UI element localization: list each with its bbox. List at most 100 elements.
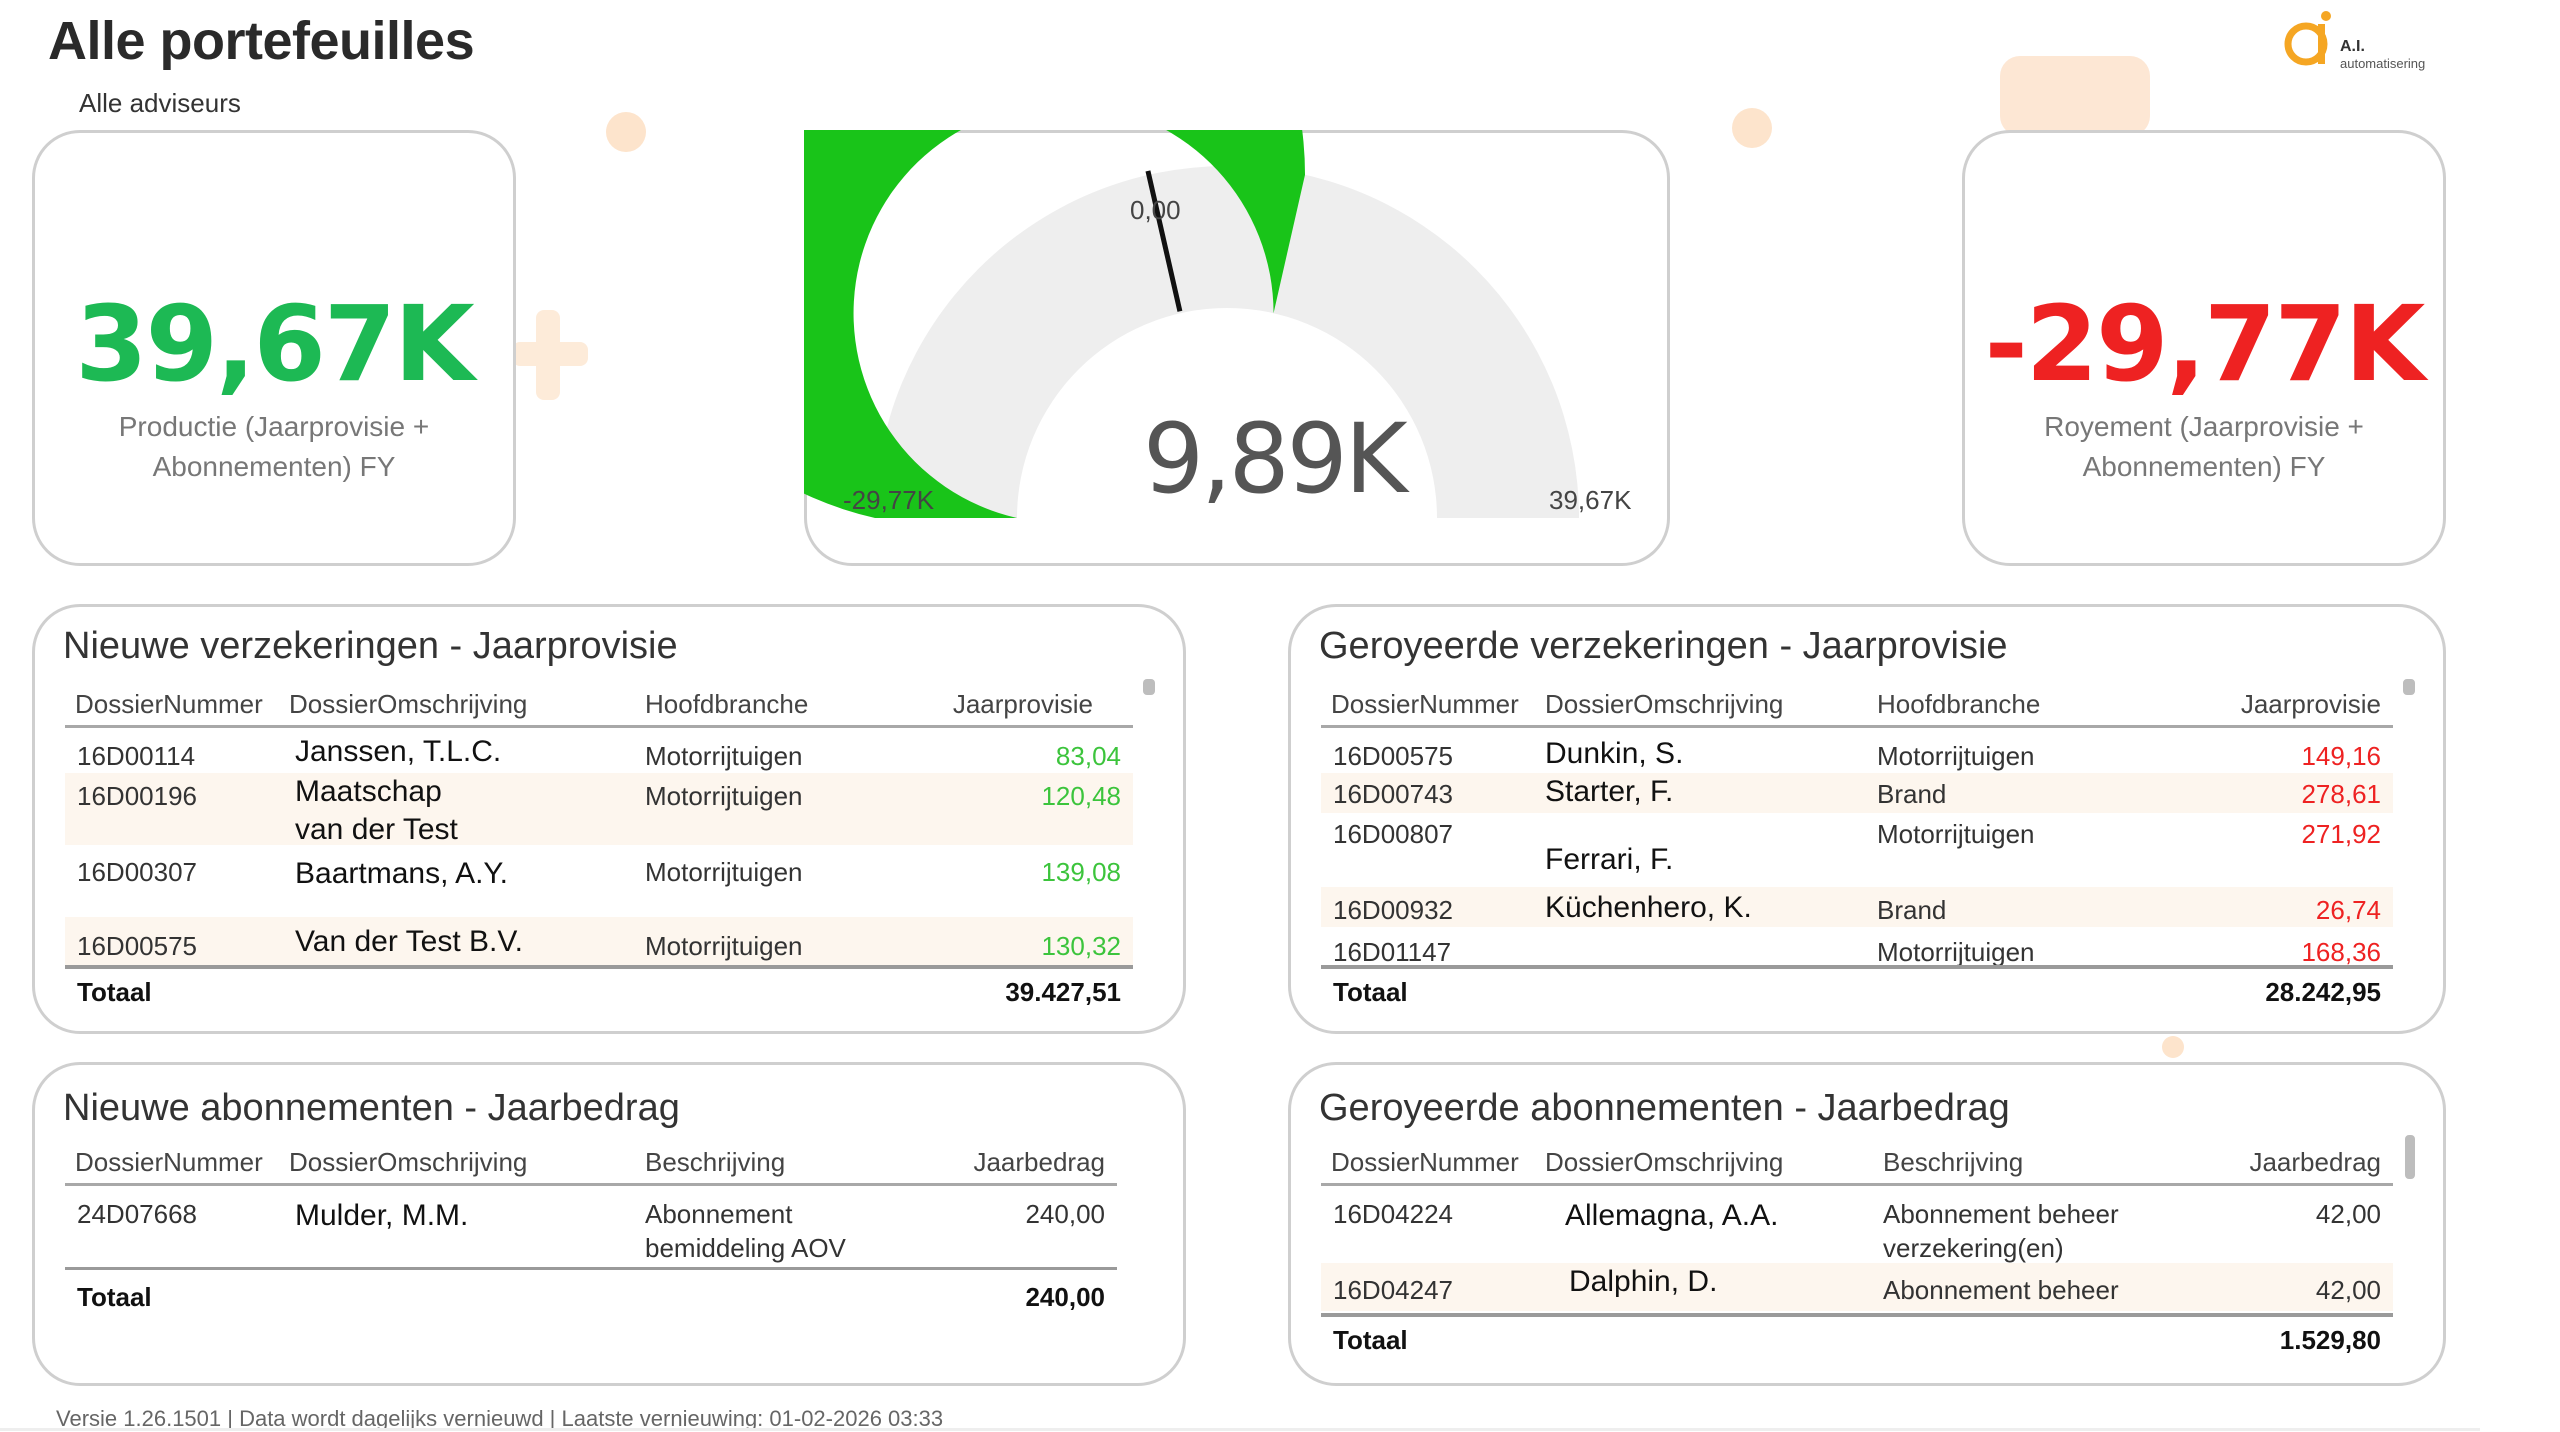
branch: Motorrijtuigen (1877, 937, 2035, 965)
new-policies-title: Nieuwe verzekeringen - Jaarprovisie (63, 625, 678, 667)
table-row[interactable]: 16D04247 Dalphin, D. Abonnement beheer 4… (1321, 1263, 2393, 1311)
table-row[interactable]: 16D04224 Allemagna, A.A. Abonnement behe… (1321, 1191, 2393, 1263)
scrollbar[interactable] (1143, 679, 1155, 695)
amount: 42,00 (2315, 1275, 2381, 1305)
value-red: 149,16 (2301, 741, 2381, 771)
gauge-max-label: 39,67K (1549, 485, 1632, 515)
kpi-royement-value: -29,77K (1984, 283, 2426, 405)
subscription-description: Abonnement beheer (1883, 1275, 2119, 1305)
dossier-description: Janssen, T.L.C. (295, 735, 502, 768)
cancelled-policies-card[interactable]: Geroyeerde verzekeringen - Jaarprovisie … (1288, 604, 2446, 1034)
dossier-number: 16D00932 (1333, 895, 1453, 925)
cancelled-subscriptions-title: Geroyeerde abonnementen - Jaarbedrag (1319, 1087, 2010, 1129)
kpi-royement-label-line2: Abonnementen) FY (2082, 451, 2326, 482)
dossier-number: 16D00307 (77, 857, 197, 887)
table-row[interactable]: 16D00743 Starter, F. Brand 278,61 (1321, 773, 2393, 813)
cancelled-subscriptions-card[interactable]: Geroyeerde abonnementen - Jaarbedrag Dos… (1288, 1062, 2446, 1386)
column-header[interactable]: Hoofdbranche (1877, 689, 2041, 719)
branch: Brand (1877, 779, 1947, 809)
new-policies-card[interactable]: Nieuwe verzekeringen - Jaarprovisie Doss… (32, 604, 1186, 1034)
gauge-card[interactable]: 0,00 -29,77K 39,67K 9,89K (804, 130, 1670, 566)
column-header[interactable]: Hoofdbranche (645, 689, 809, 719)
table-total-row: Totaal 39.427,51 (65, 965, 1133, 1011)
dossier-description: Baartmans, A.Y. (295, 857, 508, 890)
company-logo: A.I. automatisering (2280, 10, 2480, 80)
dossier-description: Küchenhero, K. (1545, 891, 1752, 924)
total-label: Totaal (1333, 977, 1408, 1007)
value-red: 271,92 (2301, 819, 2381, 849)
column-header[interactable]: Beschrijving (1883, 1147, 2024, 1177)
table-row[interactable]: 16D00807 Ferrari, F. Motorrijtuigen 271,… (1321, 813, 2393, 887)
new-policies-header: DossierNummer DossierOmschrijving Hoofdb… (65, 679, 1133, 728)
dossier-number: 16D00196 (77, 781, 197, 811)
dossier-description: Ferrari, F. (1545, 843, 1674, 876)
table-row[interactable]: 16D01147 Motorrijtuigen 168,36 (1321, 927, 2393, 965)
dossier-number: 16D00575 (1333, 741, 1453, 771)
divider (0, 1428, 2480, 1431)
table-total-row: Totaal 240,00 (65, 1267, 1117, 1312)
column-header[interactable]: Jaarprovisie (2240, 689, 2381, 719)
column-header[interactable]: DossierNummer (75, 689, 263, 719)
column-header[interactable]: DossierNummer (75, 1147, 263, 1177)
value-red: 168,36 (2301, 937, 2381, 965)
advisor-filter[interactable]: Alle adviseurs (79, 88, 241, 118)
kpi-royement-label-line1: Royement (Jaarprovisie + (2044, 411, 2364, 442)
table-row[interactable]: 16D00196 Maatschap van der Test Motorrij… (65, 773, 1133, 846)
total-value: 28.242,95 (2265, 977, 2381, 1007)
dossier-description: Dunkin, S. (1545, 737, 1684, 770)
new-subscriptions-card[interactable]: Nieuwe abonnementen - Jaarbedrag Dossier… (32, 1062, 1186, 1386)
subscription-description: Abonnement (645, 1199, 793, 1229)
total-label: Totaal (77, 1282, 152, 1312)
value-red: 26,74 (2315, 895, 2381, 925)
cancelled-subscriptions-header: DossierNummer DossierOmschrijving Beschr… (1321, 1137, 2393, 1186)
column-header[interactable]: DossierOmschrijving (1545, 689, 1784, 719)
value-green: 130,32 (1041, 931, 1121, 961)
total-value: 240,00 (1025, 1282, 1105, 1312)
branch: Motorrijtuigen (1877, 819, 2035, 849)
background-shape (2000, 56, 2150, 136)
dossier-number: 16D04247 (1333, 1275, 1453, 1305)
gauge-chart (804, 130, 1579, 518)
table-row[interactable]: 16D00932 Küchenhero, K. Brand 26,74 (1321, 887, 2393, 927)
column-header[interactable]: Jaarprovisie (952, 689, 1093, 719)
logo-icon (2284, 11, 2331, 66)
column-header[interactable]: DossierOmschrijving (289, 1147, 528, 1177)
page-title: Alle portefeuilles (48, 11, 475, 71)
table-row[interactable]: 16D00307 Baartmans, A.Y. Motorrijtuigen … (65, 847, 1133, 917)
total-label: Totaal (1333, 1325, 1408, 1355)
table-row[interactable]: 16D00575 Van der Test B.V. Motorrijtuige… (65, 917, 1133, 965)
dossier-description-line2: van der Test (295, 813, 458, 846)
column-header[interactable]: DossierOmschrijving (1545, 1147, 1784, 1177)
column-header[interactable]: Beschrijving (645, 1147, 786, 1177)
scrollbar[interactable] (2405, 1135, 2415, 1179)
dossier-description: Mulder, M.M. (295, 1199, 469, 1232)
kpi-production-label: Productie (Jaarprovisie + Abonnementen) … (55, 407, 493, 487)
dossier-description: Dalphin, D. (1569, 1265, 1718, 1298)
dossier-description: Allemagna, A.A. (1565, 1199, 1779, 1232)
background-dot (2162, 1036, 2184, 1058)
table-row[interactable]: 16D00114 Janssen, T.L.C. Motorrijtuigen … (65, 733, 1133, 773)
kpi-production-value: 39,67K (75, 283, 475, 405)
new-subscriptions-header: DossierNummer DossierOmschrijving Beschr… (65, 1137, 1117, 1186)
column-header[interactable]: DossierNummer (1331, 1147, 1519, 1177)
column-header[interactable]: Jaarbedrag (973, 1147, 1105, 1177)
gauge-track (875, 166, 1579, 518)
dossier-number: 24D07668 (77, 1199, 197, 1229)
scrollbar[interactable] (2403, 679, 2415, 695)
amount: 42,00 (2315, 1199, 2381, 1229)
amount: 240,00 (1025, 1199, 1105, 1229)
total-value: 1.529,80 (2279, 1325, 2381, 1355)
kpi-production-card[interactable]: 39,67K Productie (Jaarprovisie + Abonnem… (32, 130, 516, 566)
new-subscriptions-title: Nieuwe abonnementen - Jaarbedrag (63, 1087, 680, 1129)
background-plus (512, 310, 588, 400)
kpi-royement-card[interactable]: -29,77K Royement (Jaarprovisie + Abonnem… (1962, 130, 2446, 566)
gauge-target-marker (1145, 170, 1183, 312)
column-header[interactable]: Jaarbedrag (2249, 1147, 2381, 1177)
total-value: 39.427,51 (1005, 977, 1121, 1007)
column-header[interactable]: DossierNummer (1331, 689, 1519, 719)
table-row[interactable]: 24D07668 Mulder, M.M. Abonnement bemidde… (65, 1191, 1117, 1263)
table-row[interactable]: 16D00575 Dunkin, S. Motorrijtuigen 149,1… (1321, 733, 2393, 773)
subscription-description-line2: bemiddeling AOV (645, 1233, 846, 1263)
column-header[interactable]: DossierOmschrijving (289, 689, 528, 719)
logo-tagline: automatisering (2340, 56, 2426, 71)
